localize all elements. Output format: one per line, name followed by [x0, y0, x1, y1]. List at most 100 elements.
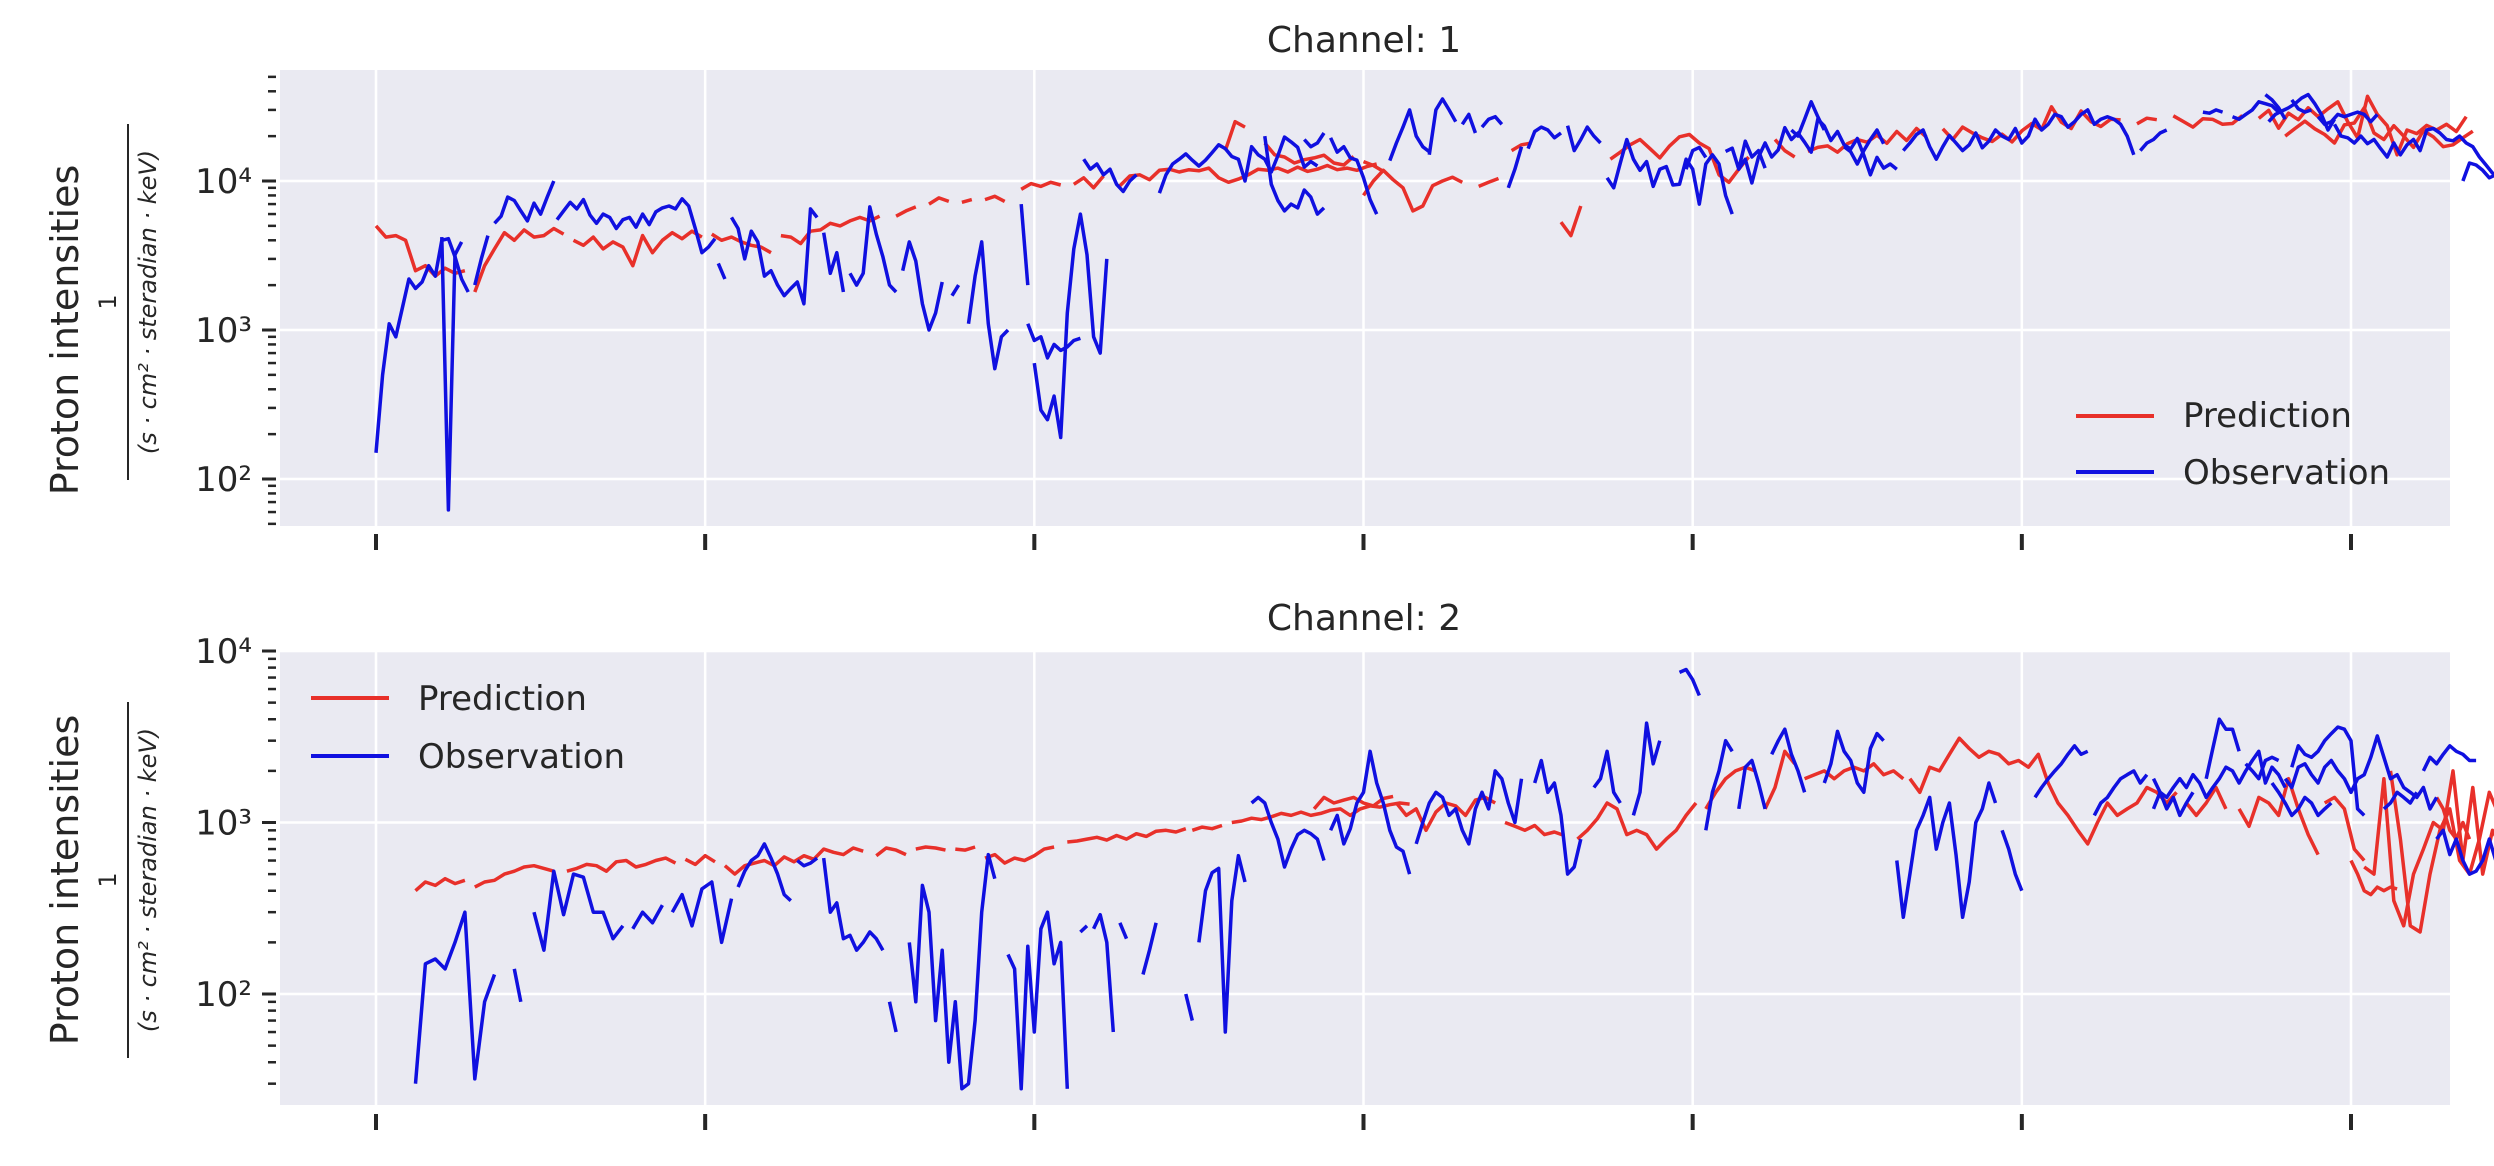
- prediction-line-segment: [1478, 176, 1500, 189]
- prediction-line-segment: [984, 194, 1006, 203]
- observation-line-segment: [413, 910, 497, 1084]
- observation-line-segment: [729, 207, 819, 306]
- observation-line-segment: [848, 205, 898, 294]
- observation-line-segment: [2290, 725, 2366, 817]
- ytick-label: 10²: [195, 460, 252, 500]
- ytick-label: 10²: [195, 975, 252, 1015]
- observation-line-segment: [1414, 769, 1524, 846]
- panel-1-series: [374, 92, 2494, 512]
- legend-1-observation-label: Observation: [2183, 453, 2390, 493]
- prediction-line-segment: [915, 845, 946, 852]
- panel-1-yunit: 1 (s · cm² · steradian · keV): [94, 124, 162, 480]
- observation-line-segment: [1184, 993, 1195, 1022]
- observation-line-segment: [1026, 323, 1081, 360]
- observation-line-segment: [1427, 97, 1458, 156]
- observation-line-segment: [2202, 108, 2224, 115]
- observation-line-segment: [2092, 769, 2149, 817]
- observation-line-segment: [1724, 139, 1767, 171]
- prediction-line-segment: [2185, 785, 2228, 818]
- prediction-line-segment: [1362, 168, 1464, 213]
- panel-1-yticks: 10² 10³ 10⁴: [195, 75, 276, 526]
- observation-line-segment: [1019, 203, 1030, 286]
- prediction-line-segment: [1231, 801, 1410, 825]
- observation-line-segment: [2033, 744, 2089, 799]
- prediction-line-segment: [684, 853, 716, 867]
- prediction-line-segment: [1118, 162, 1378, 187]
- observation-line-segment: [2151, 790, 2195, 818]
- observation-line-segment: [1082, 158, 1138, 194]
- observation-line-segment: [1460, 112, 1478, 134]
- panel-1-legend: Prediction Observation: [2076, 396, 2390, 493]
- observation-line-segment: [907, 852, 997, 1091]
- observation-line-segment: [1631, 721, 1662, 816]
- panel-1-xticks: [374, 534, 2353, 550]
- prediction-line-segment: [1773, 138, 1796, 159]
- observation-line-segment: [1006, 910, 1070, 1091]
- prediction-line-segment: [1763, 749, 1797, 810]
- panel-2-ylabel-text: Proton intensities: [43, 715, 87, 1046]
- observation-line-segment: [1388, 108, 1431, 162]
- ytick-label: 10⁴: [195, 162, 252, 202]
- observation-line-segment: [631, 904, 664, 930]
- panel-2-series: [413, 667, 2494, 1091]
- prediction-line-segment: [2435, 796, 2472, 841]
- prediction-line-segment: [2363, 769, 2494, 928]
- observation-line-segment: [821, 857, 885, 952]
- observation-line-segment: [1506, 146, 1524, 189]
- legend-2-observation-label: Observation: [418, 737, 625, 777]
- prediction-line-segment: [1191, 823, 1223, 832]
- observation-line-segment: [1737, 758, 1767, 810]
- observation-line-segment: [887, 1001, 898, 1033]
- observation-line-segment: [1480, 114, 1504, 129]
- prediction-line-segment: [895, 205, 917, 218]
- observation-line-segment: [1901, 108, 2136, 161]
- observation-line-segment: [950, 284, 961, 297]
- prediction-line-segment: [1609, 132, 1750, 185]
- prediction-line-segment: [572, 229, 703, 268]
- prediction-line-segment: [2388, 770, 2494, 934]
- observation-line-segment: [2435, 828, 2494, 876]
- prediction-line-segment: [2136, 116, 2158, 126]
- panel-1-background: [280, 70, 2450, 526]
- prediction-line-segment: [1576, 801, 1698, 851]
- observation-line-segment: [1526, 125, 1563, 150]
- observation-line-segment: [2231, 100, 2280, 121]
- observation-line-segment: [555, 197, 717, 255]
- ytick-label: 10³: [195, 804, 252, 844]
- observation-line-segment: [2461, 161, 2494, 182]
- observation-line-segment: [821, 232, 846, 293]
- observation-line-segment: [796, 856, 819, 868]
- observation-line-segment: [493, 180, 556, 225]
- panel-2-yunit: 1 (s · cm² · steradian · keV): [94, 702, 162, 1058]
- prediction-line-segment: [473, 863, 555, 889]
- observation-line-segment: [1263, 135, 1326, 216]
- observation-line-segment: [1032, 212, 1109, 440]
- prediction-line-segment: [875, 846, 907, 858]
- prediction-line-segment: [1510, 141, 1532, 153]
- ytick-label: 10⁴: [195, 632, 252, 672]
- panel-2-ylabel: Proton intensities: [43, 715, 87, 1046]
- observation-line-segment: [2204, 717, 2241, 780]
- observation-line-segment: [440, 237, 464, 512]
- observation-line-segment: [1790, 100, 1826, 138]
- observation-line-segment: [670, 880, 734, 945]
- observation-line-segment: [2316, 110, 2379, 127]
- observation-line-segment: [1592, 749, 1622, 804]
- panel-1-grid: [280, 70, 2450, 526]
- observation-line-segment: [1141, 922, 1158, 975]
- prediction-line-segment: [955, 845, 976, 852]
- observation-line-segment: [900, 240, 944, 332]
- observation-line-segment: [532, 869, 625, 952]
- observation-line-segment: [1533, 758, 1583, 876]
- observation-line-segment: [2332, 123, 2494, 177]
- observation-line-segment: [2382, 790, 2419, 811]
- observation-line-segment: [1684, 145, 1708, 170]
- observation-line-segment: [1329, 137, 1379, 215]
- prediction-line-segment: [414, 876, 466, 893]
- observation-line-segment: [2138, 128, 2168, 152]
- prediction-line-segment: [1223, 119, 1246, 152]
- legend-1-prediction-label: Prediction: [2183, 396, 2352, 436]
- panel-2-grid: [280, 649, 2450, 1105]
- prediction-line-segment: [2349, 859, 2398, 897]
